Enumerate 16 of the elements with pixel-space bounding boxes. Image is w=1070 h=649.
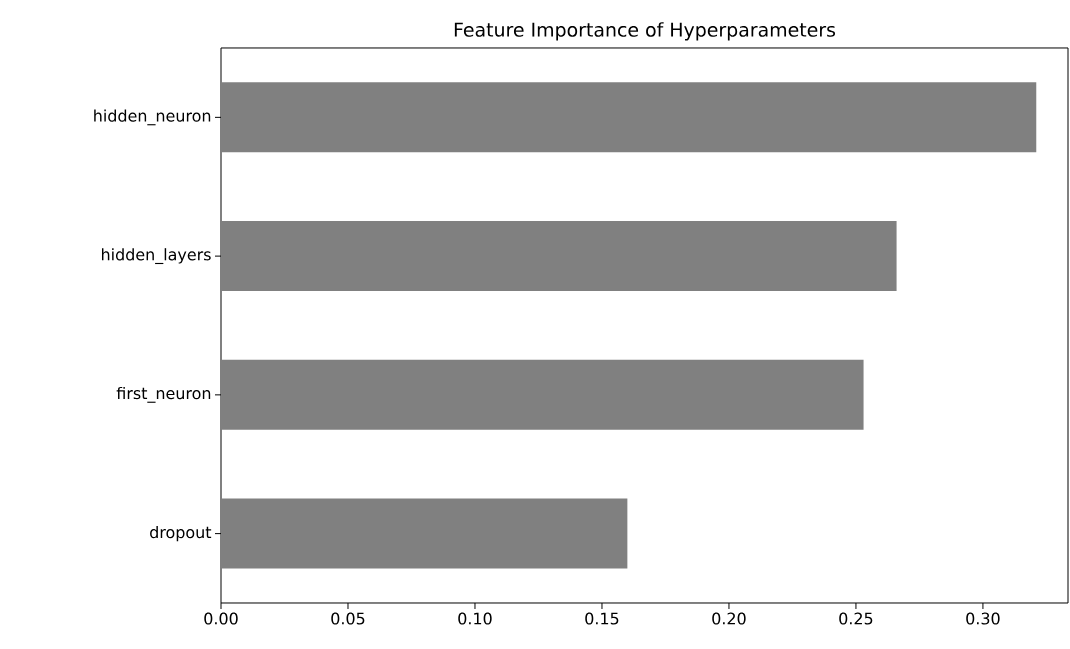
bar bbox=[221, 221, 897, 292]
y-tick-label: hidden_neuron bbox=[94, 109, 211, 126]
chart-title: Feature Importance of Hyperparameters bbox=[454, 22, 836, 41]
bar bbox=[221, 82, 1037, 153]
bar bbox=[221, 498, 628, 569]
x-tick-label: 0.05 bbox=[331, 612, 365, 625]
y-tick-label: dropout bbox=[150, 525, 212, 542]
x-tick-label: 0.15 bbox=[585, 612, 619, 625]
x-tick-label: 0.20 bbox=[712, 612, 746, 625]
bar bbox=[221, 359, 864, 430]
x-tick-label: 0.00 bbox=[204, 612, 238, 625]
y-tick-label: hidden_layers bbox=[102, 248, 211, 265]
x-tick-label: 0.25 bbox=[839, 612, 873, 625]
y-tick-label: first_neuron bbox=[116, 386, 211, 403]
x-tick-label: 0.30 bbox=[966, 612, 1000, 625]
x-tick-label: 0.10 bbox=[458, 612, 492, 625]
